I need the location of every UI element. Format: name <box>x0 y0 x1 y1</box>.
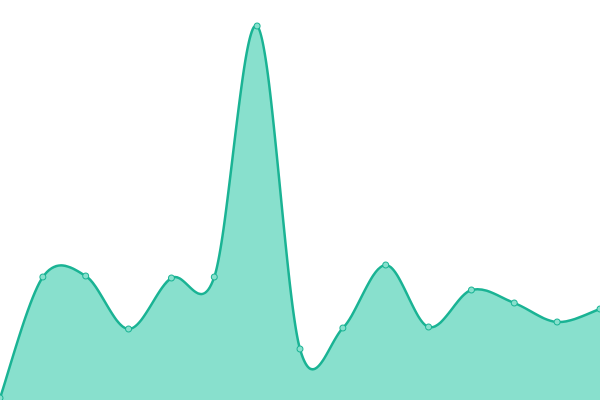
data-point <box>467 286 475 294</box>
data-point <box>382 261 390 269</box>
data-point <box>167 274 175 282</box>
data-point <box>296 345 304 353</box>
data-point <box>253 22 261 30</box>
data-point <box>125 325 133 333</box>
data-point <box>82 272 90 280</box>
data-point <box>339 324 347 332</box>
data-point <box>425 323 433 331</box>
data-point <box>510 299 518 307</box>
data-point <box>210 273 218 281</box>
data-point <box>553 318 561 326</box>
data-point <box>0 394 4 400</box>
data-point <box>39 273 47 281</box>
area-fill <box>0 25 600 400</box>
data-point <box>596 305 600 313</box>
